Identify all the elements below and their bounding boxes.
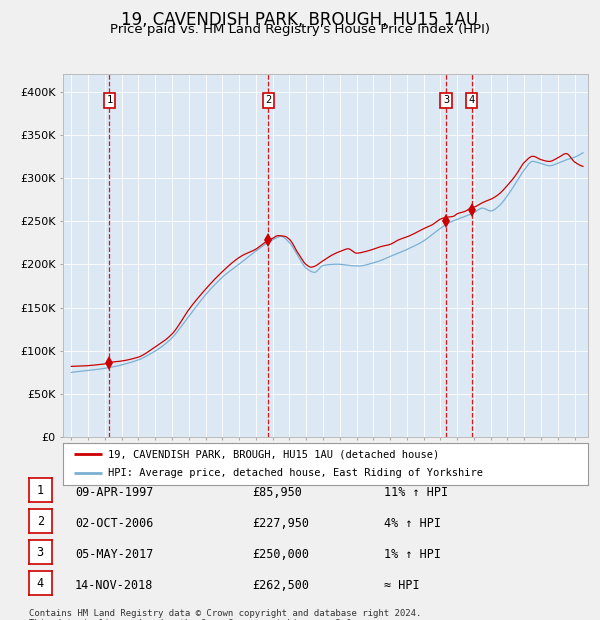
Text: 1% ↑ HPI: 1% ↑ HPI <box>384 549 441 561</box>
Text: 05-MAY-2017: 05-MAY-2017 <box>75 549 154 561</box>
Text: 1: 1 <box>37 484 44 497</box>
Text: £250,000: £250,000 <box>252 549 309 561</box>
Text: 19, CAVENDISH PARK, BROUGH, HU15 1AU (detached house): 19, CAVENDISH PARK, BROUGH, HU15 1AU (de… <box>107 449 439 459</box>
Text: 4% ↑ HPI: 4% ↑ HPI <box>384 518 441 530</box>
Text: £85,950: £85,950 <box>252 487 302 499</box>
Text: 3: 3 <box>37 546 44 559</box>
Text: 4: 4 <box>37 577 44 590</box>
Text: HPI: Average price, detached house, East Riding of Yorkshire: HPI: Average price, detached house, East… <box>107 469 482 479</box>
Text: 19, CAVENDISH PARK, BROUGH, HU15 1AU: 19, CAVENDISH PARK, BROUGH, HU15 1AU <box>121 11 479 29</box>
Text: 02-OCT-2006: 02-OCT-2006 <box>75 518 154 530</box>
Text: 4: 4 <box>469 95 475 105</box>
Text: 11% ↑ HPI: 11% ↑ HPI <box>384 487 448 499</box>
Text: Contains HM Land Registry data © Crown copyright and database right 2024.
This d: Contains HM Land Registry data © Crown c… <box>29 609 421 620</box>
Text: 1: 1 <box>106 95 113 105</box>
Text: 09-APR-1997: 09-APR-1997 <box>75 487 154 499</box>
Text: 3: 3 <box>443 95 449 105</box>
Text: 2: 2 <box>37 515 44 528</box>
Text: Price paid vs. HM Land Registry's House Price Index (HPI): Price paid vs. HM Land Registry's House … <box>110 23 490 36</box>
Text: £262,500: £262,500 <box>252 580 309 592</box>
Text: 14-NOV-2018: 14-NOV-2018 <box>75 580 154 592</box>
Text: 2: 2 <box>265 95 272 105</box>
Text: £227,950: £227,950 <box>252 518 309 530</box>
Text: ≈ HPI: ≈ HPI <box>384 580 419 592</box>
